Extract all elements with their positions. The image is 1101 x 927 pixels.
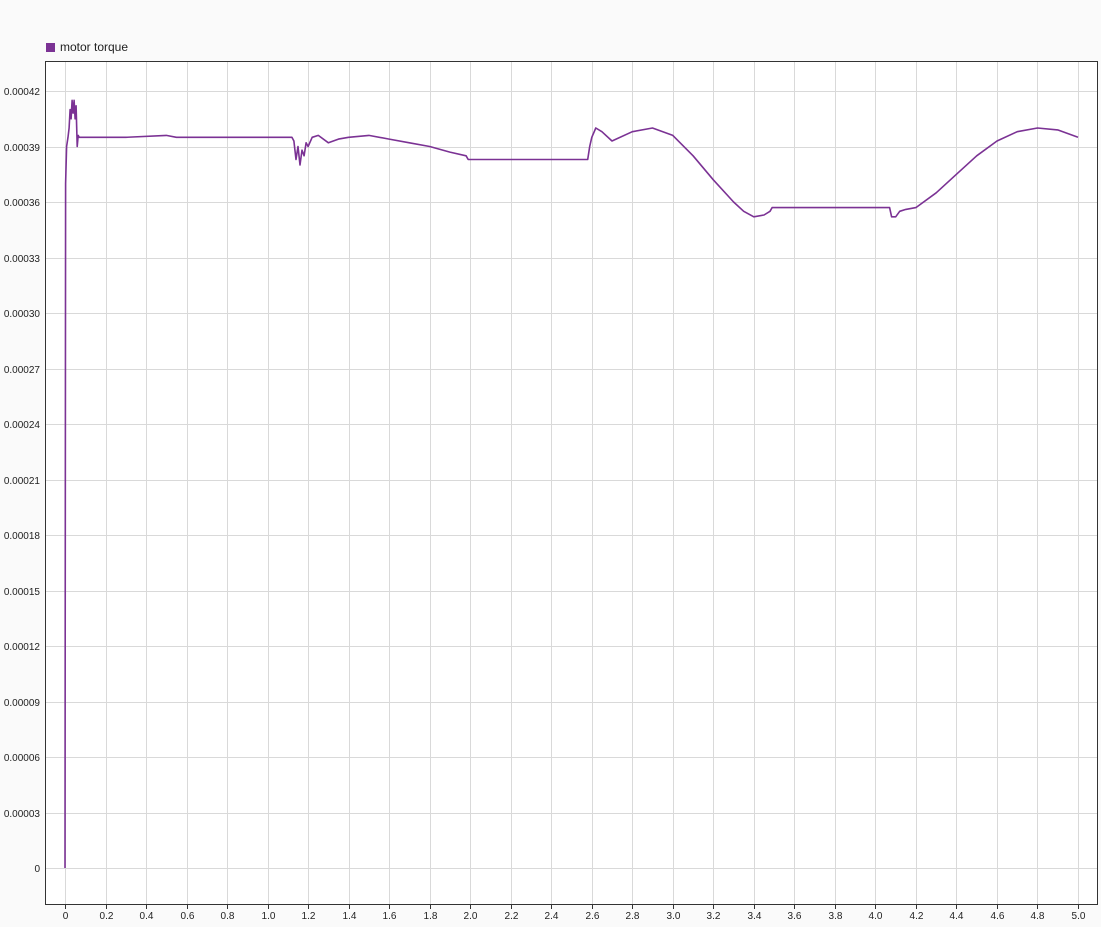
- y-tick-label: 0.00027: [4, 365, 41, 376]
- y-tick-label: 0.00024: [4, 420, 41, 431]
- y-tick-label: 0.00006: [4, 753, 41, 764]
- plot-area: [45, 61, 1098, 905]
- legend-label: motor torque: [60, 40, 129, 54]
- x-tick-label: 3.8: [829, 911, 843, 922]
- series-layer: [64, 99, 1079, 869]
- y-tick-label: 0.00009: [4, 698, 41, 709]
- y-tick-label: 0.00003: [4, 809, 41, 820]
- x-tick-label: 2.8: [626, 911, 640, 922]
- x-tick-label: 0.2: [100, 911, 114, 922]
- legend-swatch-icon: [46, 42, 55, 52]
- x-tick-label: 3.6: [788, 911, 802, 922]
- y-axis-ticks: 0 0.00003 0.00006 0.00009 0.00012 0.00015 0.00…: [4, 87, 41, 875]
- x-tick-label: 2.0: [464, 911, 478, 922]
- y-tick-label: 0.00012: [4, 642, 41, 653]
- y-tick-label: 0.00033: [4, 254, 41, 265]
- y-tick-label: 0.00036: [4, 198, 41, 209]
- x-tick-label: 0.4: [140, 911, 154, 922]
- x-tick-label: 3.0: [667, 911, 681, 922]
- y-tick-label: 0.00015: [4, 587, 41, 598]
- x-tick-label: 1.4: [343, 911, 357, 922]
- y-tick-label: 0.00042: [4, 87, 41, 98]
- x-tick-label: 2.2: [505, 911, 519, 922]
- x-axis-ticks: 0 0.2 0.4 0.6 0.8 1.0 1.2 1.4 1.6 1.8 2.0 2.2 2.4 2.6…: [63, 905, 1086, 922]
- x-tick-label: 1.8: [424, 911, 438, 922]
- y-tick-label: 0.00030: [4, 309, 41, 320]
- y-tick-label: 0.00021: [4, 476, 41, 487]
- x-tick-label: 1.6: [383, 911, 397, 922]
- y-tick-label: 0: [34, 864, 40, 875]
- x-tick-label: 2.6: [586, 911, 600, 922]
- legend[interactable]: motor torque: [46, 40, 128, 54]
- y-tick-label: 0.00039: [4, 143, 41, 154]
- plot-border: [45, 61, 1098, 905]
- x-tick-label: 1.0: [262, 911, 276, 922]
- x-tick-label: 3.4: [748, 911, 762, 922]
- x-tick-label: 0.8: [221, 911, 235, 922]
- x-tick-label: 2.4: [545, 911, 559, 922]
- series-line-motor-torque[interactable]: [64, 99, 1079, 869]
- x-tick-label: 4.4: [950, 911, 964, 922]
- x-tick-label: 0.6: [181, 911, 195, 922]
- x-tick-label: 4.0: [869, 911, 883, 922]
- x-tick-label: 0: [63, 911, 69, 922]
- x-tick-label: 4.6: [991, 911, 1005, 922]
- y-tick-label: 0.00018: [4, 531, 41, 542]
- grid: [45, 61, 1098, 905]
- x-tick-label: 4.8: [1031, 911, 1045, 922]
- x-tick-label: 5.0: [1072, 911, 1086, 922]
- x-tick-label: 3.2: [707, 911, 721, 922]
- x-tick-label: 1.2: [302, 911, 316, 922]
- x-tick-label: 4.2: [910, 911, 924, 922]
